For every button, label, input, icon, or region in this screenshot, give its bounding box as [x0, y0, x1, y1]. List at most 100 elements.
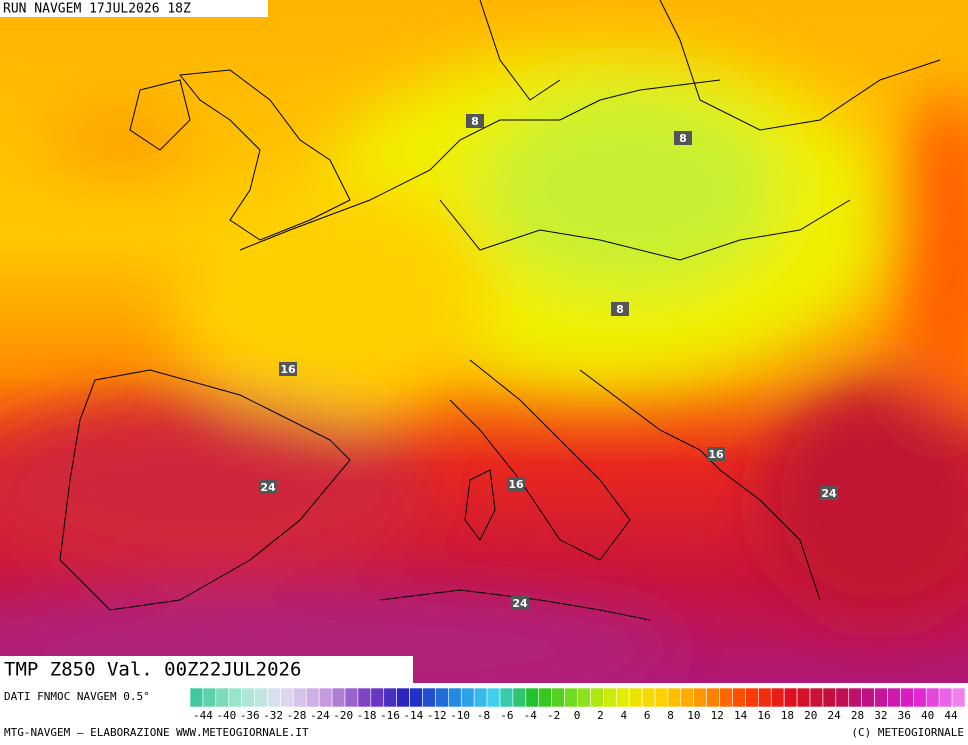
tick-label: 8: [667, 709, 674, 722]
swatch: [809, 687, 824, 708]
swatch: [783, 687, 798, 708]
swatch: [473, 687, 488, 708]
swatch: [551, 687, 565, 708]
contour-label-box: [259, 480, 277, 494]
tick-label: 24: [828, 709, 842, 722]
contour-label: 8: [616, 303, 624, 316]
contour-label: 24: [512, 597, 528, 610]
swatch: [732, 687, 746, 708]
credit: MTG-NAVGEM — ELABORAZIONE WWW.METEOGIORN…: [4, 726, 309, 739]
swatch: [370, 687, 385, 708]
tick-label: -10: [450, 709, 470, 722]
contour-label: 24: [821, 487, 837, 500]
tick-label: -14: [403, 709, 423, 722]
coastlines: [59, 0, 941, 621]
title-box: [0, 656, 413, 683]
tick-label: 28: [851, 709, 864, 722]
tick-label: -12: [427, 709, 447, 722]
tick-label: -8: [477, 709, 490, 722]
swatch: [267, 687, 281, 708]
swatch: [848, 687, 862, 708]
contour-labels: 8 8 8 16 16 16 24 24 24: [259, 114, 838, 610]
tick-label: 4: [620, 709, 627, 722]
contour-label-box: [674, 131, 692, 145]
swatch: [654, 687, 669, 708]
swatch: [293, 687, 307, 708]
tick-label: 6: [644, 709, 651, 722]
swatch: [318, 687, 333, 708]
swatch: [499, 687, 514, 708]
swatch: [770, 687, 785, 708]
tick-label: 32: [874, 709, 887, 722]
tick-label: -20: [333, 709, 353, 722]
swatch: [938, 687, 953, 708]
copyright: (C) METEOGIORNALE: [851, 726, 964, 739]
contour-label-box: [511, 596, 529, 610]
contour-label-box: [507, 477, 525, 491]
contour-label: 16: [508, 478, 524, 491]
swatch: [719, 687, 733, 708]
contour-label: 16: [708, 448, 724, 461]
swatch: [409, 687, 423, 708]
swatch: [460, 687, 475, 708]
swatch: [305, 687, 320, 708]
swatch: [925, 687, 940, 708]
tick-label: 44: [944, 709, 958, 722]
swatch: [900, 687, 914, 708]
tick-label: -32: [263, 709, 283, 722]
tick-label: 36: [898, 709, 911, 722]
swatch: [228, 687, 242, 708]
scale-ticks: -44 -40 -36 -32 -28 -24 -20 -18 -16 -14 -12 -10 -8 -6…: [193, 709, 958, 722]
tick-label: -24: [310, 709, 330, 722]
contour-label-box: [707, 447, 725, 461]
swatch: [396, 687, 410, 708]
swatch: [861, 687, 875, 708]
swatch: [796, 687, 811, 708]
swatch: [486, 687, 501, 708]
swatch: [706, 687, 720, 708]
tick-label: -6: [500, 709, 513, 722]
tick-label: 16: [757, 709, 770, 722]
swatch: [254, 687, 268, 708]
header-box: [0, 0, 268, 17]
swatch: [215, 687, 230, 708]
contour-label-box: [611, 302, 629, 316]
contour-label-box: [466, 114, 484, 128]
swatch: [357, 687, 372, 708]
swatch: [628, 687, 643, 708]
contour-label: 8: [471, 115, 479, 128]
tick-label: -2: [547, 709, 560, 722]
swatch: [913, 687, 927, 708]
tick-label: 12: [711, 709, 724, 722]
tick-label: 18: [781, 709, 794, 722]
swatch: [189, 687, 204, 708]
swatch: [280, 687, 294, 708]
tick-label: 2: [597, 709, 604, 722]
tick-label: 10: [687, 709, 700, 722]
swatch: [383, 687, 397, 708]
swatch: [603, 687, 617, 708]
swatch: [680, 687, 695, 708]
swatch: [538, 687, 552, 708]
swatch: [448, 687, 462, 708]
swatch: [822, 687, 837, 708]
contour-label-box: [820, 486, 838, 500]
tick-label: -28: [287, 709, 307, 722]
swatch: [745, 687, 759, 708]
swatch: [641, 687, 656, 708]
tick-label: -16: [380, 709, 400, 722]
tick-label: 40: [921, 709, 934, 722]
swatch: [331, 687, 346, 708]
tick-label: -40: [216, 709, 236, 722]
swatch: [615, 687, 630, 708]
swatch: [590, 687, 604, 708]
swatch: [241, 687, 255, 708]
swatch: [951, 687, 966, 708]
tick-label: -44: [193, 709, 213, 722]
swatch: [525, 687, 540, 708]
swatch: [435, 687, 449, 708]
tick-label: 14: [734, 709, 748, 722]
swatch: [758, 687, 772, 708]
tick-label: -4: [524, 709, 538, 722]
